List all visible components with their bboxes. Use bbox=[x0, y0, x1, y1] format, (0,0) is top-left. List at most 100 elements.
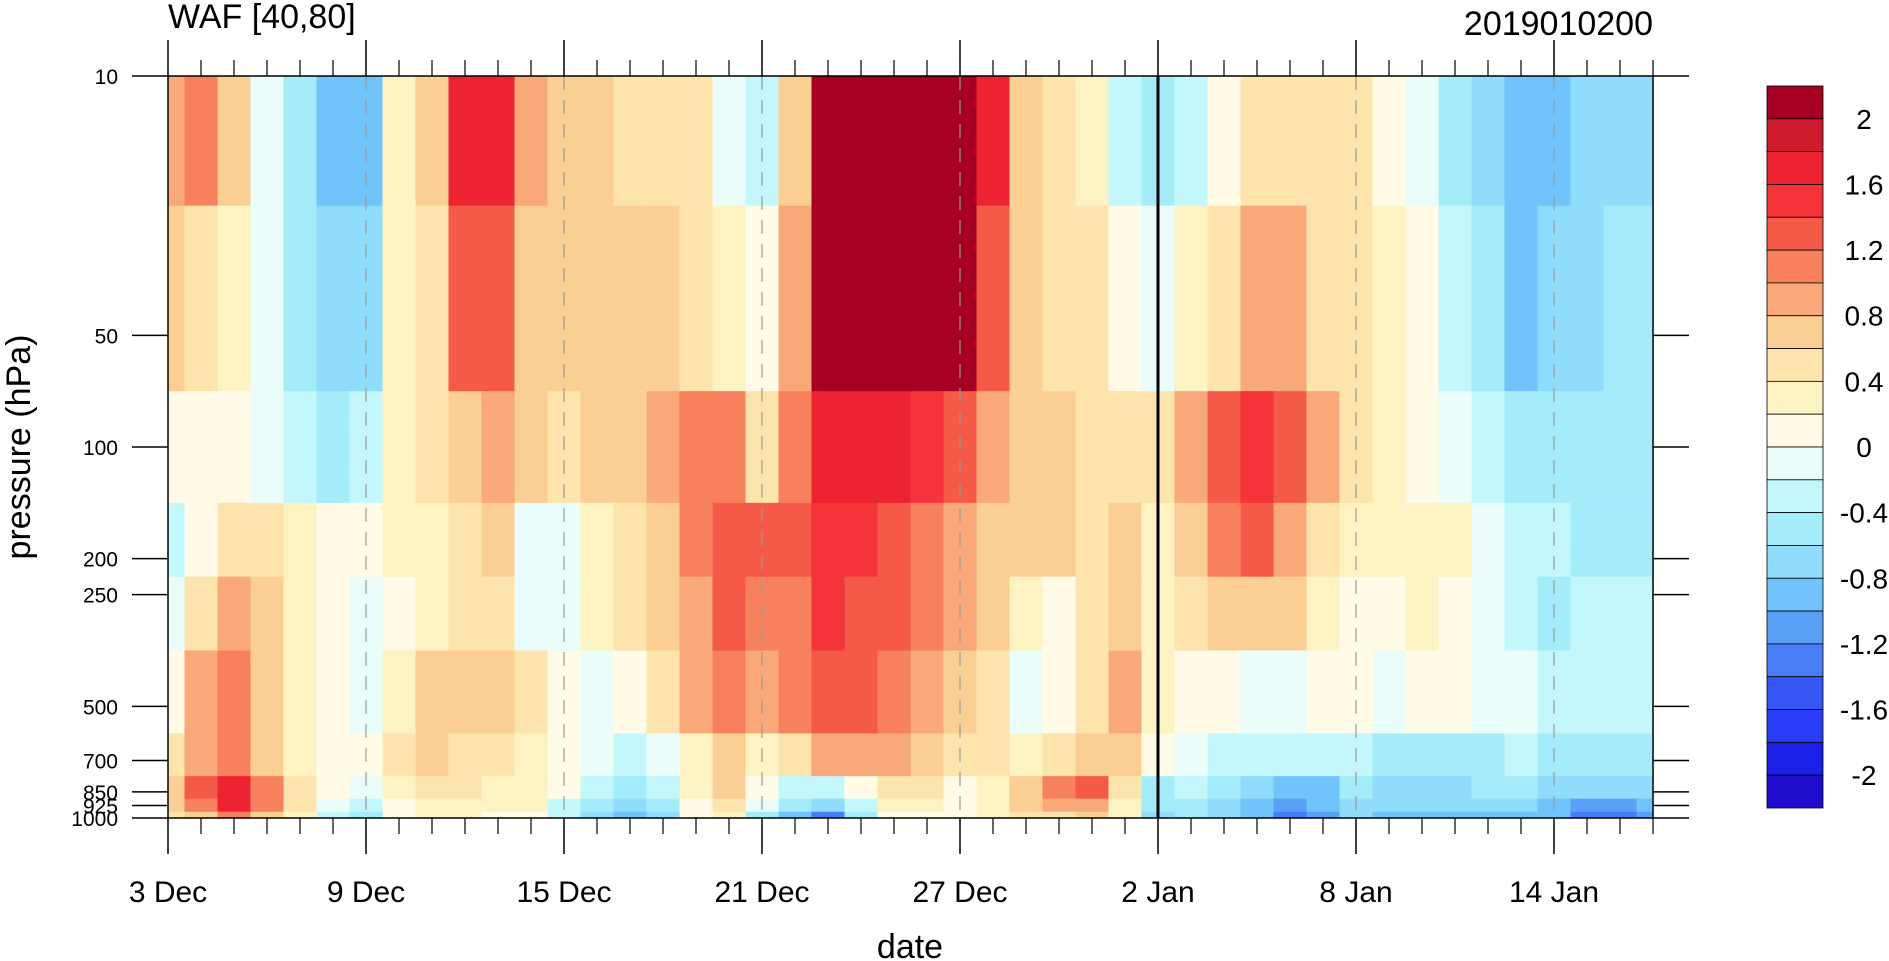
waf-cell bbox=[1306, 576, 1341, 652]
chart-subtitle: 2019010200 bbox=[1464, 5, 1653, 43]
colorbar-label: 1.6 bbox=[1845, 169, 1884, 200]
waf-cell bbox=[646, 650, 681, 735]
waf-cell bbox=[1405, 205, 1440, 392]
waf-cell bbox=[613, 798, 648, 813]
waf-cell bbox=[580, 576, 615, 652]
waf-cell bbox=[1042, 650, 1077, 735]
waf-cell bbox=[1537, 776, 1572, 800]
waf-cell bbox=[1240, 391, 1275, 504]
waf-cell bbox=[646, 733, 681, 777]
colorbar-swatch bbox=[1766, 774, 1824, 809]
waf-cell bbox=[168, 811, 186, 818]
waf-cell bbox=[580, 776, 615, 800]
colorbar-label: -0.8 bbox=[1840, 563, 1888, 594]
waf-cell bbox=[547, 776, 582, 800]
waf-cell bbox=[877, 76, 912, 207]
waf-cell bbox=[481, 76, 516, 207]
waf-cell bbox=[1504, 576, 1539, 652]
waf-cell bbox=[514, 811, 549, 818]
waf-cell bbox=[811, 576, 846, 652]
waf-cell bbox=[877, 502, 912, 578]
waf-cell bbox=[514, 776, 549, 800]
waf-cell bbox=[613, 733, 648, 777]
waf-cell bbox=[1471, 776, 1506, 800]
waf-cell bbox=[613, 811, 648, 818]
waf-cell bbox=[168, 205, 186, 392]
waf-cell bbox=[1075, 576, 1110, 652]
waf-cell bbox=[1438, 76, 1473, 207]
waf-cell bbox=[217, 576, 252, 652]
waf-cell bbox=[1504, 776, 1539, 800]
waf-cell bbox=[1174, 811, 1209, 818]
waf-cell bbox=[976, 502, 1011, 578]
waf-cell bbox=[1174, 502, 1209, 578]
waf-cell bbox=[1636, 798, 1653, 813]
waf-cell bbox=[1339, 76, 1374, 207]
waf-cell bbox=[448, 776, 483, 800]
waf-cell bbox=[1504, 205, 1539, 392]
waf-cell bbox=[184, 391, 219, 504]
waf-cell bbox=[910, 733, 945, 777]
waf-cell bbox=[811, 650, 846, 735]
waf-cell bbox=[1438, 391, 1473, 504]
waf-cell bbox=[415, 576, 450, 652]
waf-cell bbox=[1009, 576, 1044, 652]
waf-cell bbox=[184, 650, 219, 735]
waf-cell bbox=[250, 502, 285, 578]
waf-cell bbox=[580, 205, 615, 392]
waf-cell bbox=[217, 391, 252, 504]
waf-cell bbox=[646, 576, 681, 652]
waf-cell bbox=[316, 776, 351, 800]
waf-cell bbox=[745, 776, 780, 800]
waf-cell bbox=[1240, 205, 1275, 392]
waf-cell bbox=[514, 205, 549, 392]
waf-cell bbox=[1009, 76, 1044, 207]
waf-cell bbox=[1372, 798, 1407, 813]
waf-cell bbox=[1603, 811, 1638, 818]
waf-cell bbox=[1273, 502, 1308, 578]
waf-cell bbox=[1636, 205, 1653, 392]
waf-cell bbox=[1438, 733, 1473, 777]
waf-cell bbox=[316, 798, 351, 813]
waf-cell bbox=[1537, 811, 1572, 818]
waf-cell bbox=[712, 811, 747, 818]
waf-cell bbox=[382, 798, 417, 813]
waf-cell bbox=[1075, 776, 1110, 800]
waf-cell bbox=[217, 76, 252, 207]
waf-cell bbox=[1240, 502, 1275, 578]
waf-cell bbox=[1108, 502, 1143, 578]
waf-cell bbox=[1438, 798, 1473, 813]
y-tick-label: 50 bbox=[95, 325, 118, 348]
waf-cell bbox=[283, 391, 318, 504]
y-tick-label: 250 bbox=[83, 585, 118, 608]
colorbar-swatch bbox=[1766, 315, 1824, 349]
waf-cell bbox=[1405, 733, 1440, 777]
waf-cell bbox=[877, 650, 912, 735]
waf-cell bbox=[1306, 205, 1341, 392]
waf-cell bbox=[1306, 776, 1341, 800]
waf-cell bbox=[1372, 811, 1407, 818]
waf-cell bbox=[448, 798, 483, 813]
waf-cell bbox=[712, 733, 747, 777]
waf-cell bbox=[580, 391, 615, 504]
waf-cell bbox=[778, 502, 813, 578]
colorbar-swatch bbox=[1766, 446, 1824, 481]
colorbar-swatch bbox=[1766, 184, 1824, 218]
colorbar-swatch bbox=[1766, 610, 1824, 645]
waf-cell bbox=[1570, 76, 1605, 207]
waf-cell bbox=[382, 733, 417, 777]
waf-cell bbox=[1273, 391, 1308, 504]
waf-cell bbox=[976, 650, 1011, 735]
waf-cell bbox=[448, 650, 483, 735]
waf-cell bbox=[1009, 798, 1044, 813]
waf-cell bbox=[1372, 502, 1407, 578]
waf-cell bbox=[745, 811, 780, 818]
waf-cell bbox=[844, 576, 879, 652]
y-tick-label: 500 bbox=[83, 696, 118, 719]
waf-cell bbox=[679, 733, 714, 777]
waf-cell bbox=[1570, 733, 1605, 777]
waf-cell bbox=[316, 811, 351, 818]
waf-cell bbox=[712, 502, 747, 578]
waf-cell bbox=[1372, 776, 1407, 800]
